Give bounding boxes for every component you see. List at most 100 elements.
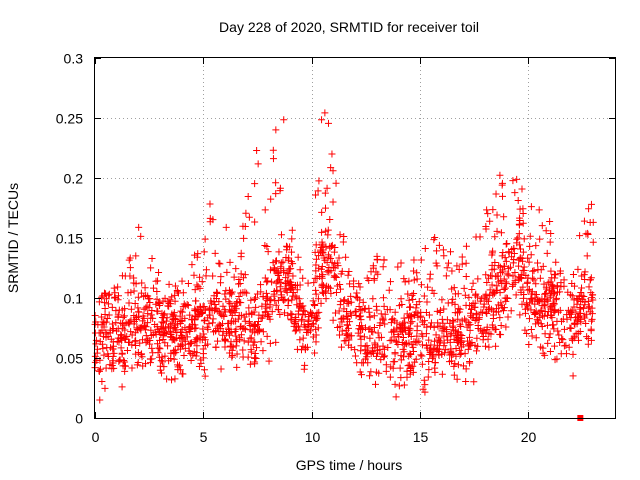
data-point	[395, 333, 403, 341]
data-point	[400, 314, 408, 322]
data-point	[91, 311, 99, 319]
data-point	[158, 353, 166, 361]
data-point	[312, 290, 320, 298]
data-point	[154, 349, 162, 357]
data-point	[252, 355, 260, 363]
data-point	[202, 272, 210, 280]
data-point	[143, 302, 151, 310]
data-point	[109, 326, 117, 334]
data-point	[337, 270, 345, 278]
data-point	[228, 353, 236, 361]
data-point	[449, 316, 457, 324]
data-point	[261, 206, 269, 214]
data-point	[288, 235, 296, 243]
data-point	[193, 281, 201, 289]
data-point	[250, 296, 258, 304]
data-point	[519, 219, 527, 227]
data-point	[311, 349, 319, 357]
data-point	[430, 289, 438, 297]
data-point	[489, 324, 497, 332]
data-point	[237, 249, 245, 257]
data-point	[144, 310, 152, 318]
data-point	[582, 319, 590, 327]
data-point	[497, 229, 505, 237]
data-point	[497, 277, 505, 285]
data-point	[466, 301, 474, 309]
data-point	[91, 364, 99, 372]
data-point	[345, 318, 353, 326]
data-point	[311, 248, 319, 256]
data-point	[583, 333, 591, 341]
data-point	[534, 259, 542, 267]
data-point	[372, 352, 380, 360]
data-point	[271, 297, 279, 305]
data-point	[280, 268, 288, 276]
data-point	[487, 272, 495, 280]
data-point	[516, 205, 524, 213]
data-point	[187, 356, 195, 364]
data-point	[315, 308, 323, 316]
data-point	[588, 317, 596, 325]
data-point	[130, 279, 138, 287]
data-points	[91, 109, 597, 421]
data-point	[547, 311, 555, 319]
data-point	[473, 315, 481, 323]
data-point	[277, 288, 285, 296]
data-point	[438, 296, 446, 304]
data-point	[318, 240, 326, 248]
data-point	[279, 258, 287, 266]
data-point	[503, 239, 511, 247]
data-point	[375, 334, 383, 342]
data-point	[264, 293, 272, 301]
data-point	[450, 284, 458, 292]
data-point	[518, 254, 526, 262]
data-point	[553, 282, 561, 290]
data-point	[146, 359, 154, 367]
data-point	[355, 302, 363, 310]
data-point	[415, 337, 423, 345]
data-point	[469, 279, 477, 287]
data-point	[363, 342, 371, 350]
data-point	[240, 324, 248, 332]
data-point	[566, 324, 574, 332]
data-point	[456, 351, 464, 359]
data-point	[324, 226, 332, 234]
data-point	[285, 254, 293, 262]
data-point	[248, 309, 256, 317]
data-point	[524, 302, 532, 310]
data-point	[241, 317, 249, 325]
data-point	[123, 346, 131, 354]
y-axis-label: SRMTID / TECUs	[5, 183, 21, 293]
data-point	[466, 326, 474, 334]
data-point	[165, 357, 173, 365]
data-point	[304, 316, 312, 324]
data-point	[492, 190, 500, 198]
data-point	[418, 341, 426, 349]
data-point	[559, 315, 567, 323]
data-point	[361, 305, 369, 313]
data-point	[295, 322, 303, 330]
data-point	[465, 321, 473, 329]
data-point	[381, 320, 389, 328]
data-point	[545, 333, 553, 341]
data-point	[422, 342, 430, 350]
data-point	[492, 342, 500, 350]
data-point	[489, 291, 497, 299]
data-point	[172, 334, 180, 342]
data-point	[546, 278, 554, 286]
data-point	[262, 289, 270, 297]
data-point	[406, 303, 414, 311]
data-point	[443, 264, 451, 272]
data-point	[239, 346, 247, 354]
data-point	[547, 267, 555, 275]
data-point	[340, 337, 348, 345]
data-point	[497, 322, 505, 330]
data-point	[587, 200, 595, 208]
data-point	[121, 362, 129, 370]
data-point	[486, 286, 494, 294]
data-point	[312, 286, 320, 294]
data-point	[500, 213, 508, 221]
data-point	[241, 288, 249, 296]
data-point	[538, 222, 546, 230]
